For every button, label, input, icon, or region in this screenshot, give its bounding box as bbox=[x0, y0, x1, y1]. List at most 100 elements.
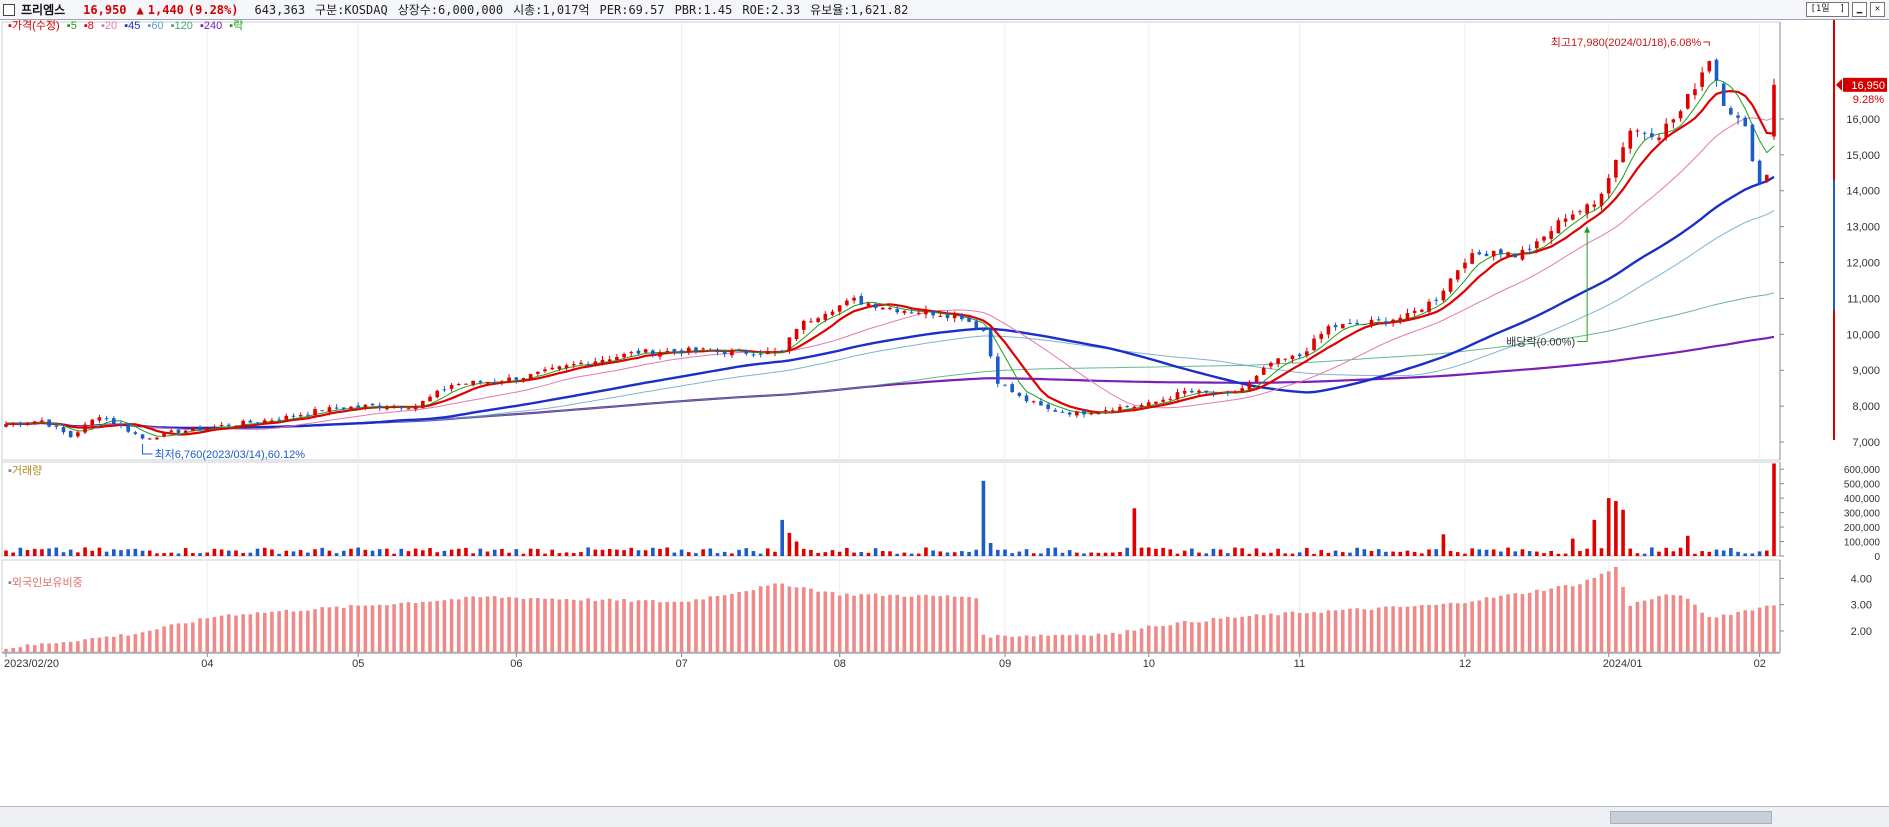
candle-body bbox=[1693, 89, 1697, 96]
volume-bar bbox=[1434, 549, 1439, 556]
candle bbox=[291, 413, 296, 420]
volume-bar bbox=[1168, 549, 1173, 556]
foreign-ratio-bar bbox=[133, 634, 138, 652]
candle-body bbox=[1707, 61, 1712, 72]
volume-bar bbox=[406, 551, 411, 556]
candle-body bbox=[169, 430, 174, 432]
volume-bar bbox=[147, 550, 152, 556]
candle-body bbox=[442, 389, 447, 391]
candle bbox=[730, 348, 734, 358]
candle-body bbox=[1556, 220, 1561, 234]
candle-body bbox=[866, 303, 871, 306]
candle-body bbox=[1434, 299, 1439, 301]
stock-chart[interactable]: 7,000 8,000 9,000 10,000 11,000 12,000 13,000 1… bbox=[0, 20, 1889, 806]
candle-body bbox=[801, 320, 806, 330]
candle bbox=[1326, 324, 1331, 339]
period-button[interactable]: [1일] bbox=[1806, 2, 1849, 17]
candle bbox=[586, 361, 590, 366]
candle bbox=[1211, 390, 1216, 397]
volume-bar bbox=[133, 548, 138, 556]
window-controls: [1일] ▁ ✕ bbox=[1806, 2, 1885, 17]
volume-bar bbox=[837, 551, 842, 556]
volume-bar bbox=[1340, 552, 1345, 556]
minimize-icon[interactable]: ▁ bbox=[1852, 2, 1867, 17]
date-tick-label: 06 bbox=[510, 658, 522, 670]
horizontal-scrollbar[interactable] bbox=[0, 806, 1889, 827]
foreign-ratio-bar bbox=[363, 605, 368, 652]
candle-body bbox=[1118, 406, 1122, 411]
candle-body bbox=[341, 407, 346, 410]
volume-bar bbox=[888, 551, 892, 556]
volume-tick-label: 400,000 bbox=[1844, 494, 1881, 505]
candle-body bbox=[1053, 410, 1058, 412]
foreign-ratio-bar bbox=[1067, 635, 1072, 652]
foreign-ratio-bar bbox=[586, 598, 590, 652]
close-icon[interactable]: ✕ bbox=[1870, 2, 1885, 17]
scrollbar-thumb[interactable] bbox=[1610, 811, 1772, 824]
candle-body bbox=[385, 407, 389, 410]
candle-body bbox=[183, 430, 188, 433]
foreign-ratio-bar bbox=[1075, 634, 1079, 652]
volume-bar bbox=[1570, 538, 1575, 556]
ma20-line bbox=[5, 117, 1775, 431]
volume-bar bbox=[1003, 549, 1007, 556]
reserve-ratio: 유보율:1,621.82 bbox=[810, 3, 909, 17]
candle bbox=[1578, 209, 1582, 216]
candle-body bbox=[392, 406, 396, 408]
stock-name[interactable]: 프리엠스 bbox=[21, 3, 66, 17]
foreign-ratio-bar bbox=[1420, 605, 1424, 652]
volume-bar bbox=[766, 548, 770, 556]
candle bbox=[255, 421, 260, 425]
candle-body bbox=[1082, 410, 1086, 415]
volume-bar bbox=[1549, 550, 1554, 556]
candle-body bbox=[1542, 236, 1546, 241]
volume-bar bbox=[399, 548, 404, 556]
foreign-ratio-bar bbox=[112, 636, 116, 652]
candle-body bbox=[1326, 326, 1331, 335]
volume-bar bbox=[557, 553, 562, 556]
stock-selector-icon[interactable] bbox=[3, 3, 15, 16]
foreign-ratio-bar bbox=[974, 598, 979, 652]
volume-bar bbox=[500, 548, 504, 556]
candle-body bbox=[270, 420, 274, 422]
volume-bar bbox=[1420, 553, 1424, 556]
foreign-ratio-bar bbox=[766, 585, 770, 652]
candle bbox=[766, 347, 770, 355]
foreign-ratio-bar bbox=[1614, 566, 1618, 652]
candle bbox=[1714, 58, 1719, 87]
volume-bar bbox=[722, 551, 727, 556]
foreign-ratio-bar bbox=[205, 618, 210, 652]
candle bbox=[615, 353, 619, 361]
candle-body bbox=[284, 415, 289, 420]
candle bbox=[485, 381, 490, 385]
foreign-ratio-bar bbox=[873, 593, 878, 652]
ma45-line bbox=[5, 175, 1775, 430]
price-tick-label: 12,000 bbox=[1846, 258, 1880, 270]
candle-body bbox=[1247, 383, 1252, 390]
volume-bar bbox=[97, 547, 102, 556]
candle bbox=[435, 389, 440, 399]
volume-bar bbox=[1305, 547, 1309, 556]
candle-body bbox=[859, 296, 864, 305]
candle bbox=[564, 363, 569, 372]
candle bbox=[1254, 374, 1259, 383]
candle-body bbox=[916, 312, 921, 314]
volume-bar bbox=[1290, 553, 1295, 556]
foreign-ratio-bar bbox=[837, 595, 842, 652]
candle bbox=[536, 371, 540, 377]
foreign-ratio-bar bbox=[1578, 584, 1582, 652]
foreign-ratio-bar bbox=[665, 602, 670, 652]
volume-bar bbox=[528, 548, 533, 556]
candle-body bbox=[1132, 406, 1137, 409]
candle bbox=[1484, 250, 1489, 257]
candle bbox=[816, 316, 820, 324]
candle bbox=[1592, 200, 1597, 211]
candle bbox=[1772, 78, 1776, 141]
last-price-tag bbox=[1843, 77, 1887, 92]
foreign-ratio-bar bbox=[176, 623, 181, 652]
date-tick-label: 04 bbox=[201, 658, 213, 670]
candle bbox=[1765, 174, 1769, 183]
candle-body bbox=[622, 353, 626, 358]
candle bbox=[1535, 238, 1539, 254]
price-tick-label: 13,000 bbox=[1846, 222, 1880, 234]
